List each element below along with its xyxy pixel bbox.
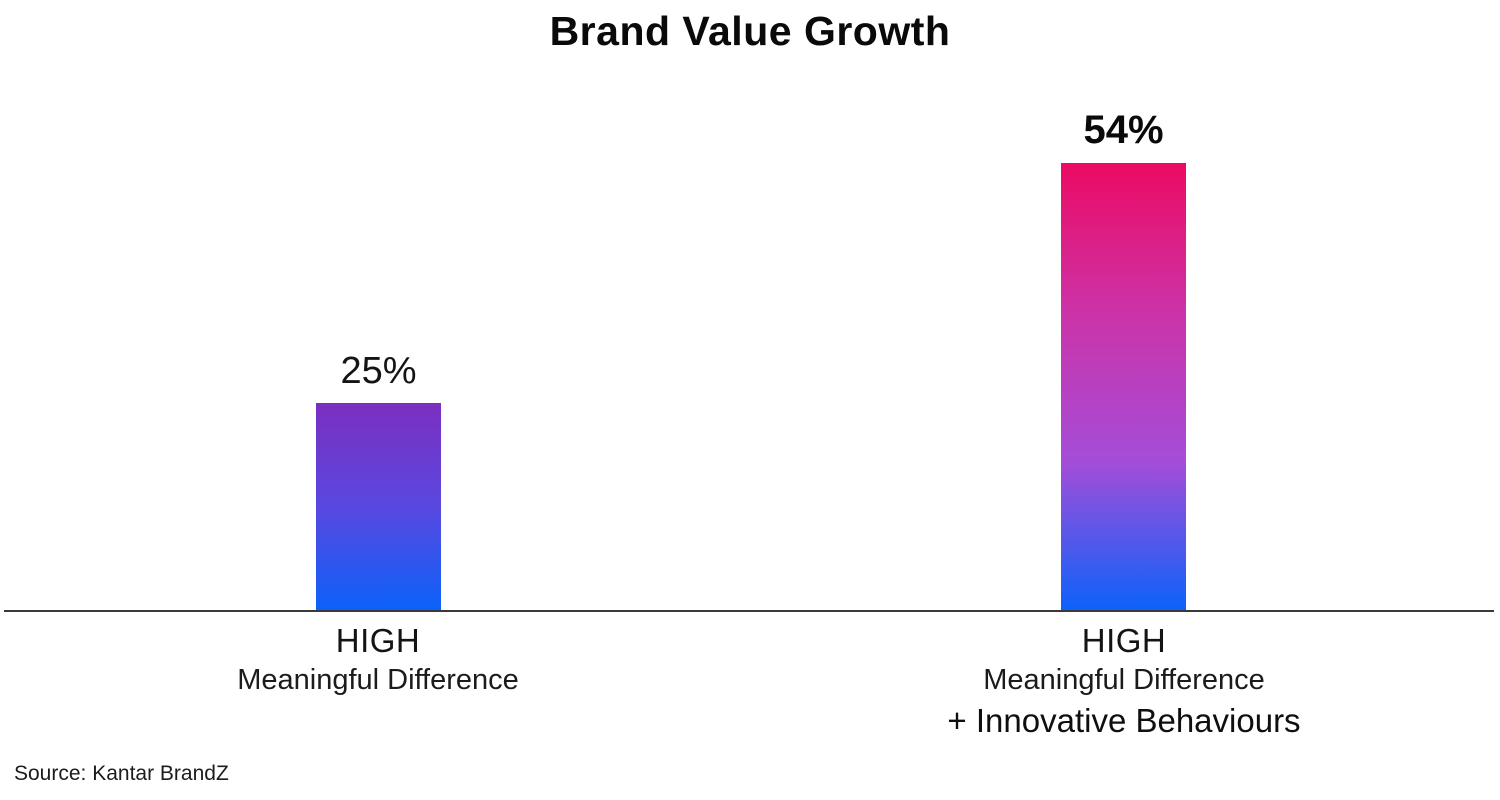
category-right-line1: HIGH — [1081, 622, 1167, 659]
bar-group-high-md-innovative: 54% — [1061, 0, 1186, 611]
chart-title: Brand Value Growth — [549, 8, 951, 54]
category-right-line2: Meaningful Difference — [983, 664, 1265, 697]
category-label-right: HIGH Meaningful Difference + Innovative … — [864, 620, 1384, 742]
bar-high-md-plus-innovative-behaviours — [1061, 163, 1186, 611]
category-left-line1: HIGH — [335, 622, 421, 659]
bar-value-label: 54% — [1083, 108, 1164, 152]
plot-area: 25% 54% — [316, 0, 1186, 611]
category-label-left: HIGH Meaningful Difference — [118, 620, 638, 700]
x-axis-baseline — [4, 610, 1494, 612]
bar-group-high-meaningful-difference: 25% — [316, 0, 441, 611]
bar-high-meaningful-difference — [316, 403, 441, 611]
source-attribution: Source: Kantar BrandZ — [14, 762, 229, 785]
category-left-line2: Meaningful Difference — [237, 664, 519, 697]
category-right-line3: + Innovative Behaviours — [947, 702, 1301, 740]
bar-value-label: 25% — [340, 350, 417, 392]
